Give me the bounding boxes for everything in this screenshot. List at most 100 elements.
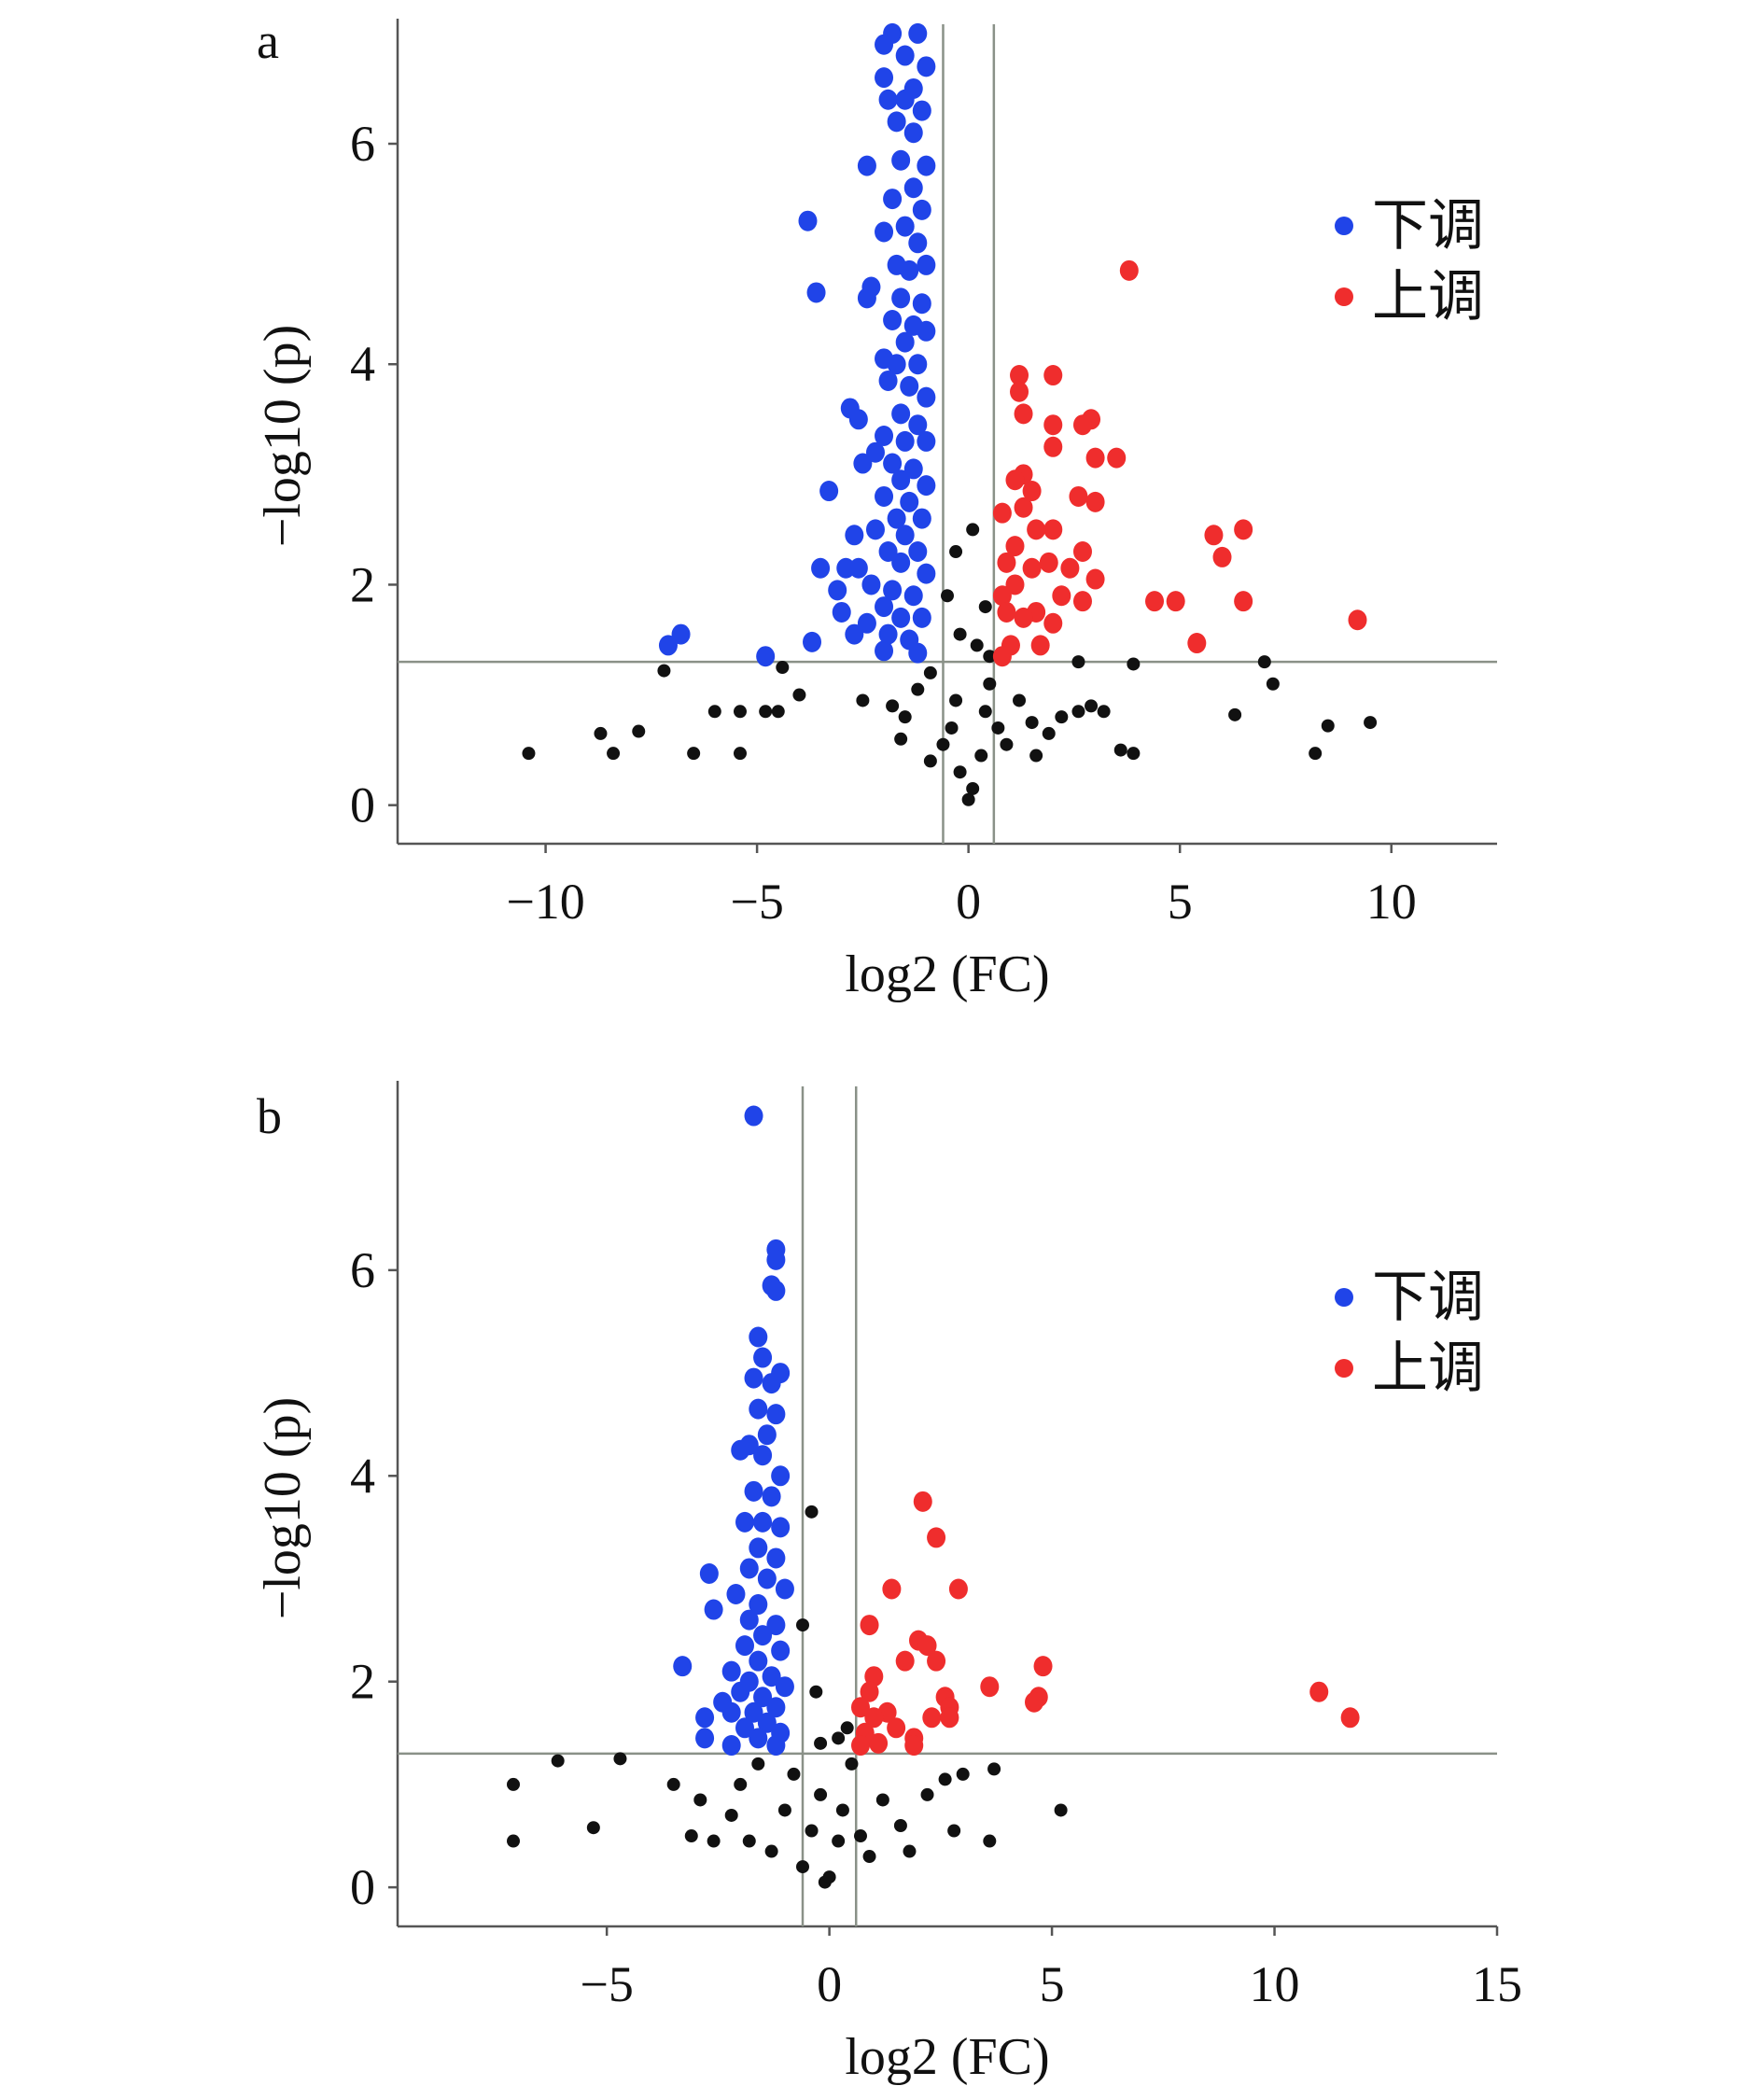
down-point bbox=[775, 1578, 794, 1600]
ns-point bbox=[796, 1618, 809, 1632]
down-point bbox=[744, 1701, 763, 1723]
down-point bbox=[766, 1249, 786, 1270]
ns-point bbox=[956, 1767, 970, 1781]
down-point bbox=[917, 386, 936, 408]
up-point bbox=[1085, 491, 1105, 512]
down-point bbox=[766, 1735, 786, 1757]
down-point bbox=[735, 1717, 754, 1739]
down-point bbox=[878, 370, 898, 391]
up-point bbox=[1043, 519, 1063, 540]
up-point bbox=[1043, 365, 1063, 386]
down-point bbox=[819, 481, 839, 502]
down-point bbox=[875, 596, 894, 618]
down-point bbox=[895, 525, 915, 546]
down-point bbox=[917, 56, 936, 77]
ns-point bbox=[974, 749, 988, 763]
up-point bbox=[1072, 414, 1092, 436]
y-tick-label: 2 bbox=[350, 556, 375, 612]
up-point bbox=[1085, 447, 1105, 469]
up-point bbox=[904, 1735, 924, 1757]
ns-point bbox=[607, 747, 621, 761]
up-point bbox=[913, 1491, 932, 1512]
up-point bbox=[1348, 609, 1367, 631]
x-tick-label: 10 bbox=[1250, 1956, 1300, 2012]
down-point bbox=[806, 282, 826, 303]
down-point bbox=[671, 623, 691, 645]
ns-point bbox=[941, 589, 954, 603]
down-point bbox=[891, 149, 911, 171]
ns-point bbox=[594, 726, 608, 740]
down-point bbox=[749, 1398, 768, 1420]
ns-point bbox=[777, 1803, 791, 1817]
down-point bbox=[673, 1656, 693, 1677]
down-point bbox=[699, 1562, 719, 1584]
down-point bbox=[891, 403, 911, 425]
up-point bbox=[1234, 519, 1253, 540]
down-point bbox=[771, 1640, 791, 1661]
down-point bbox=[762, 1486, 781, 1507]
up-point bbox=[997, 552, 1016, 573]
down-point bbox=[878, 541, 898, 563]
ns-point bbox=[1000, 737, 1014, 751]
down-point bbox=[908, 541, 928, 563]
down-point bbox=[766, 1404, 786, 1425]
ns-point bbox=[923, 665, 937, 679]
up-point bbox=[1145, 591, 1165, 612]
ns-point bbox=[1054, 1803, 1068, 1817]
ns-point bbox=[970, 638, 984, 652]
ns-point bbox=[840, 1721, 854, 1735]
ns-point bbox=[787, 1767, 801, 1781]
ns-point bbox=[1266, 677, 1280, 691]
up-point bbox=[869, 1732, 889, 1754]
up-point bbox=[927, 1650, 946, 1672]
down-point bbox=[883, 580, 903, 601]
down-point bbox=[891, 607, 911, 628]
up-point bbox=[1187, 633, 1207, 654]
ns-point bbox=[687, 747, 701, 761]
down-point bbox=[865, 519, 885, 540]
down-point bbox=[900, 491, 919, 512]
up-point bbox=[1014, 403, 1033, 425]
ns-point bbox=[991, 721, 1005, 735]
ns-point bbox=[1097, 705, 1111, 719]
legend-label-down: 下调 bbox=[1372, 195, 1484, 257]
down-point bbox=[900, 375, 919, 397]
down-point bbox=[903, 585, 923, 607]
legend-marker-up bbox=[1335, 1359, 1353, 1378]
legend-marker-up bbox=[1335, 287, 1353, 306]
down-point bbox=[891, 287, 911, 309]
ns-point bbox=[822, 1870, 836, 1884]
down-point bbox=[739, 1609, 759, 1631]
up-point bbox=[992, 646, 1012, 667]
down-point bbox=[875, 34, 894, 55]
ns-point bbox=[742, 1834, 756, 1848]
x-tick-label: 0 bbox=[956, 874, 981, 930]
ns-point bbox=[586, 1821, 600, 1835]
ns-point bbox=[923, 754, 937, 768]
down-point bbox=[762, 1666, 781, 1687]
down-point bbox=[744, 1105, 763, 1127]
up-point bbox=[1022, 557, 1042, 579]
down-point bbox=[875, 426, 894, 446]
x-axis-label: log2 (FC) bbox=[845, 2028, 1049, 2086]
down-point bbox=[853, 453, 873, 474]
ns-point bbox=[911, 682, 925, 696]
ns-point bbox=[953, 627, 967, 641]
ns-point bbox=[805, 1505, 819, 1519]
down-point bbox=[744, 1367, 763, 1389]
down-point bbox=[695, 1707, 715, 1729]
down-point bbox=[903, 122, 923, 144]
down-point bbox=[908, 354, 928, 375]
ns-point bbox=[978, 600, 992, 614]
down-point bbox=[908, 414, 928, 436]
down-point bbox=[695, 1728, 715, 1749]
up-point bbox=[1072, 591, 1092, 612]
up-point bbox=[992, 585, 1012, 607]
down-point bbox=[735, 1635, 754, 1657]
ns-point bbox=[507, 1777, 520, 1791]
up-point bbox=[997, 601, 1016, 623]
ns-point bbox=[693, 1793, 707, 1807]
down-point bbox=[771, 1465, 791, 1487]
ns-point bbox=[983, 1834, 997, 1848]
ns-point bbox=[522, 747, 536, 761]
